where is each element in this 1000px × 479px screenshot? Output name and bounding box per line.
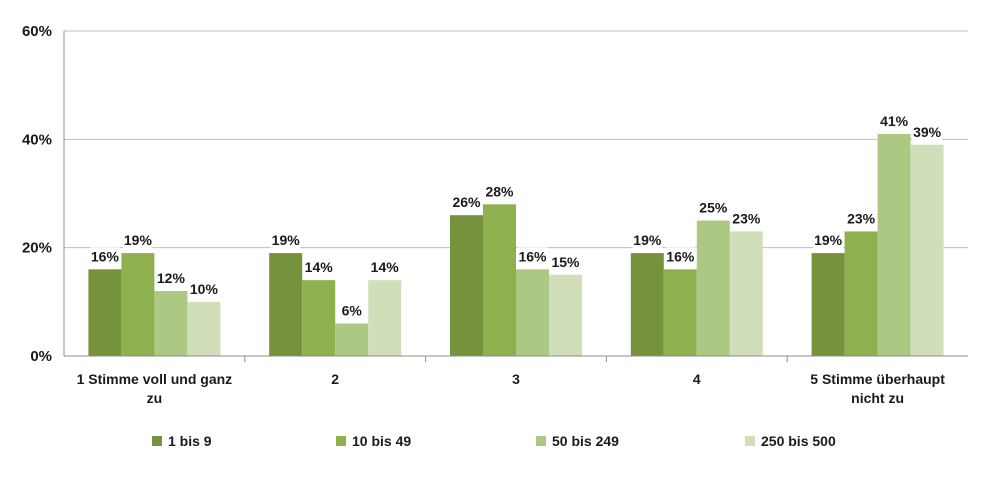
data-label: 26%	[452, 194, 481, 210]
data-label: 16%	[91, 248, 120, 264]
data-label: 19%	[124, 232, 153, 248]
y-tick-label: 60%	[22, 23, 52, 40]
bar	[368, 280, 402, 356]
data-label-bg	[341, 301, 363, 320]
bar	[811, 253, 845, 356]
data-label-bg	[90, 247, 120, 266]
data-label-bg	[189, 279, 219, 298]
legend-swatch	[745, 436, 755, 446]
data-label: 19%	[272, 232, 301, 248]
data-label-bg	[451, 193, 482, 212]
data-label-bg	[270, 231, 301, 250]
data-label: 10%	[190, 281, 219, 297]
bar	[154, 291, 188, 356]
data-label-bg	[731, 209, 762, 228]
legend-label: 50 bis 249	[552, 433, 619, 449]
data-label-bg	[698, 198, 729, 217]
data-label-bg	[156, 269, 186, 287]
bar	[844, 231, 878, 356]
y-tick-label: 0%	[30, 348, 52, 365]
data-label-bg	[665, 247, 696, 266]
bar	[877, 133, 911, 356]
data-label-bg	[846, 209, 876, 228]
data-label: 41%	[880, 113, 909, 129]
bars	[88, 133, 944, 356]
data-label: 28%	[485, 183, 514, 199]
y-axis: 0% 20% 40% 60%	[22, 23, 65, 365]
x-tick-label: nicht zu	[851, 390, 904, 406]
bar	[269, 253, 303, 356]
legend-swatch	[336, 436, 346, 446]
data-labels: 16%19%26%19% 19%19%14%28%16%23%12%6%16%25…	[90, 111, 942, 320]
data-label: 16%	[666, 248, 695, 264]
bar	[663, 269, 697, 356]
data-label: 14%	[305, 259, 334, 275]
data-label: 19%	[814, 232, 843, 248]
legend-swatch	[152, 436, 162, 446]
data-label: 23%	[732, 210, 761, 226]
bar	[450, 215, 483, 356]
legend: 1 bis 9 10 bis 49 50 bis 249 250 bis 500	[152, 433, 836, 449]
bar	[483, 204, 516, 356]
data-label: 12%	[157, 270, 186, 286]
data-label-bg	[632, 231, 663, 250]
data-label-bg	[123, 231, 153, 250]
y-tick-label: 20%	[22, 240, 52, 257]
bar	[549, 274, 582, 356]
data-label: 14%	[371, 259, 400, 275]
data-label-bg	[484, 182, 515, 201]
data-label-bg	[517, 247, 548, 266]
x-tick-label: 2	[331, 371, 339, 387]
bar	[910, 144, 944, 356]
x-tick-label: 5 Stimme überhaupt	[810, 371, 945, 387]
data-label: 25%	[699, 200, 728, 216]
bar	[88, 269, 122, 356]
data-label-bg	[369, 258, 400, 277]
data-label: 23%	[847, 210, 876, 226]
bar	[696, 220, 730, 356]
data-label-bg	[879, 111, 909, 130]
data-label-bg	[813, 231, 843, 250]
bar	[121, 253, 155, 356]
data-label: 16%	[518, 248, 547, 264]
x-tick-label: 1 Stimme voll und ganz	[77, 371, 233, 387]
bar	[630, 253, 664, 356]
data-label: 15%	[551, 254, 580, 270]
data-label: 39%	[913, 124, 942, 140]
legend-label: 250 bis 500	[761, 433, 836, 449]
y-tick-label: 40%	[22, 131, 52, 148]
bar	[302, 280, 336, 356]
legend-swatch	[536, 436, 546, 446]
x-tick-label: 4	[693, 371, 701, 387]
bar	[187, 301, 221, 356]
x-axis: 1 Stimme voll und ganz zu 2 3 4 5 Stimme über…	[64, 355, 968, 406]
data-label-bg	[912, 122, 942, 141]
data-label: 19%	[633, 232, 662, 248]
data-label: 6%	[342, 303, 363, 319]
legend-label: 1 bis 9	[168, 433, 212, 449]
bar	[516, 269, 549, 356]
bar	[729, 231, 763, 356]
legend-label: 10 bis 49	[352, 433, 411, 449]
x-tick-label: zu	[147, 390, 163, 406]
bar	[335, 323, 369, 356]
x-tick-label: 3	[512, 371, 520, 387]
data-label-bg	[550, 252, 581, 271]
data-label-bg	[303, 258, 334, 277]
